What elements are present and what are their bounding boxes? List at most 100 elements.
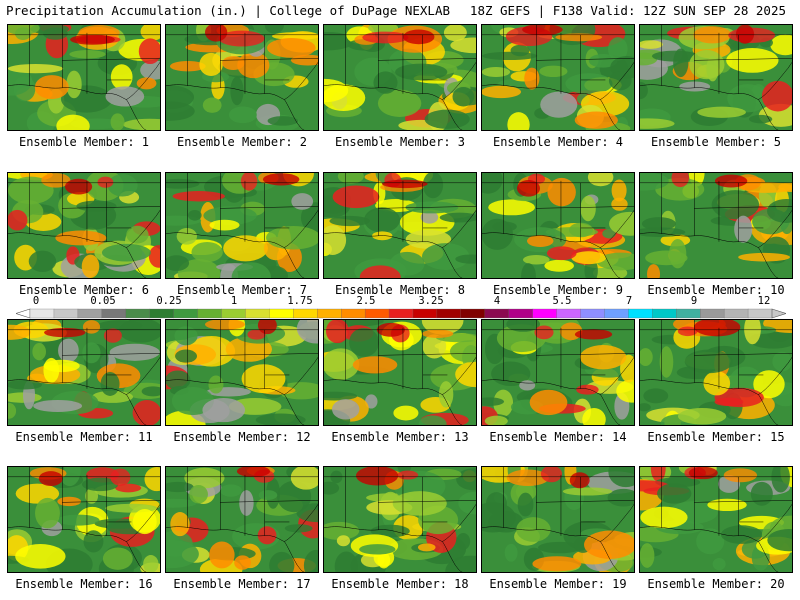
precipitation-field bbox=[8, 467, 160, 572]
ensemble-member-caption: Ensemble Member: 15 bbox=[647, 430, 785, 444]
state-border-line bbox=[442, 210, 476, 248]
state-border-line bbox=[324, 526, 443, 542]
state-border-line bbox=[126, 247, 147, 278]
precipitation-field bbox=[482, 25, 634, 130]
state-border-line bbox=[8, 34, 160, 81]
precipitation-colorbar: 0 0.05 0.25 1 1.75 2.5 3.25 4 5.5 7 9 12 bbox=[16, 295, 786, 320]
state-border-line bbox=[8, 329, 160, 376]
state-border-line bbox=[284, 504, 318, 542]
state-border-line bbox=[324, 34, 476, 81]
map-title: Precipitation Accumulation (in.) | Colle… bbox=[6, 3, 451, 18]
state-border-line bbox=[126, 504, 160, 542]
precipitation-field bbox=[640, 320, 792, 425]
colorbar-swatch bbox=[341, 308, 366, 319]
state-border-line bbox=[324, 476, 476, 523]
precipitation-field bbox=[8, 173, 160, 278]
ensemble-member-caption: Ensemble Member: 13 bbox=[331, 430, 469, 444]
colorbar-tick-label: 5.5 bbox=[552, 295, 572, 307]
state-border-line bbox=[482, 329, 634, 376]
colorbar-swatch bbox=[508, 308, 534, 319]
state-border-line bbox=[8, 84, 127, 100]
state-border-line bbox=[442, 247, 463, 278]
state-border-line bbox=[442, 394, 463, 425]
state-border-line bbox=[640, 379, 759, 395]
precipitation-field bbox=[166, 173, 318, 278]
state-border-line bbox=[600, 247, 621, 278]
state-border-line bbox=[503, 467, 581, 536]
colorbar-swatch bbox=[29, 308, 55, 319]
state-border-line bbox=[600, 210, 634, 248]
ensemble-member-caption: Ensemble Member: 8 bbox=[334, 283, 466, 297]
colorbar-swatch bbox=[245, 308, 270, 319]
state-border-line bbox=[503, 320, 581, 389]
colorbar-swatch bbox=[436, 308, 462, 319]
state-border-line bbox=[758, 247, 779, 278]
state-border-line bbox=[284, 247, 305, 278]
colorbar-swatch bbox=[125, 308, 151, 319]
colorbar-swatch bbox=[460, 308, 486, 319]
precipitation-field bbox=[324, 467, 476, 572]
ensemble-member-map bbox=[481, 466, 635, 573]
colorbar-tick-label: 1 bbox=[230, 295, 238, 307]
colorbar-tick-label: 7 bbox=[625, 295, 633, 307]
ensemble-member-caption: Ensemble Member: 19 bbox=[489, 577, 627, 591]
ensemble-member-map bbox=[323, 319, 477, 426]
precipitation-field bbox=[482, 173, 634, 278]
state-border-line bbox=[482, 379, 601, 395]
state-border-line bbox=[8, 232, 127, 248]
colorbar-swatch bbox=[628, 308, 653, 319]
state-border-line bbox=[284, 62, 318, 100]
colorbar-swatch bbox=[269, 308, 294, 319]
ensemble-member-map bbox=[165, 24, 319, 131]
colorbar-tick-label: 12 bbox=[757, 295, 771, 307]
colorbar-tick-label: 4 bbox=[493, 295, 501, 307]
ensemble-member-caption: Ensemble Member: 11 bbox=[15, 430, 153, 444]
state-border-line bbox=[503, 25, 581, 94]
colorbar-swatch bbox=[412, 308, 438, 319]
ensemble-member-map bbox=[639, 172, 793, 279]
state-border-line bbox=[166, 526, 285, 542]
colorbar-swatch bbox=[77, 308, 103, 319]
state-border-line bbox=[29, 467, 107, 536]
state-border-line bbox=[8, 379, 127, 395]
state-border-line bbox=[324, 182, 476, 229]
state-border-line bbox=[324, 379, 443, 395]
state-border-line bbox=[187, 25, 265, 94]
state-border-line bbox=[8, 526, 127, 542]
state-border-line bbox=[640, 526, 759, 542]
state-border-line bbox=[126, 62, 160, 100]
precipitation-field bbox=[166, 467, 318, 572]
state-border-line bbox=[758, 99, 779, 130]
ensemble-member-caption: Ensemble Member: 17 bbox=[173, 577, 311, 591]
state-border-line bbox=[166, 182, 318, 229]
precipitation-field bbox=[166, 25, 318, 130]
state-border-line bbox=[8, 182, 160, 229]
state-border-line bbox=[758, 357, 792, 395]
state-border-line bbox=[482, 476, 634, 523]
ensemble-member-caption: Ensemble Member: 5 bbox=[650, 135, 782, 149]
colorbar-swatch bbox=[149, 308, 175, 319]
state-border-line bbox=[600, 62, 634, 100]
colorbar-swatch bbox=[723, 308, 749, 319]
state-border-line bbox=[503, 173, 581, 242]
state-border-line bbox=[324, 329, 476, 376]
state-border-line bbox=[758, 210, 792, 248]
state-border-line bbox=[640, 182, 792, 229]
colorbar-swatch bbox=[317, 308, 342, 319]
colorbar-tick-label: 2.5 bbox=[356, 295, 376, 307]
ensemble-member-map bbox=[323, 172, 477, 279]
state-border-line bbox=[166, 34, 318, 81]
state-border-line bbox=[324, 232, 443, 248]
ensemble-member-map bbox=[481, 24, 635, 131]
state-border-line bbox=[166, 84, 285, 100]
ensemble-member-caption: Ensemble Member: 18 bbox=[331, 577, 469, 591]
colorbar-tick-label: 0.25 bbox=[156, 295, 182, 307]
colorbar-swatches bbox=[16, 308, 786, 319]
colorbar-swatch bbox=[484, 308, 510, 319]
state-border-line bbox=[29, 173, 107, 242]
state-border-line bbox=[187, 467, 265, 536]
ensemble-member-map bbox=[7, 24, 161, 131]
colorbar-swatch bbox=[652, 308, 677, 319]
state-border-line bbox=[187, 320, 265, 389]
state-border-line bbox=[482, 526, 601, 542]
